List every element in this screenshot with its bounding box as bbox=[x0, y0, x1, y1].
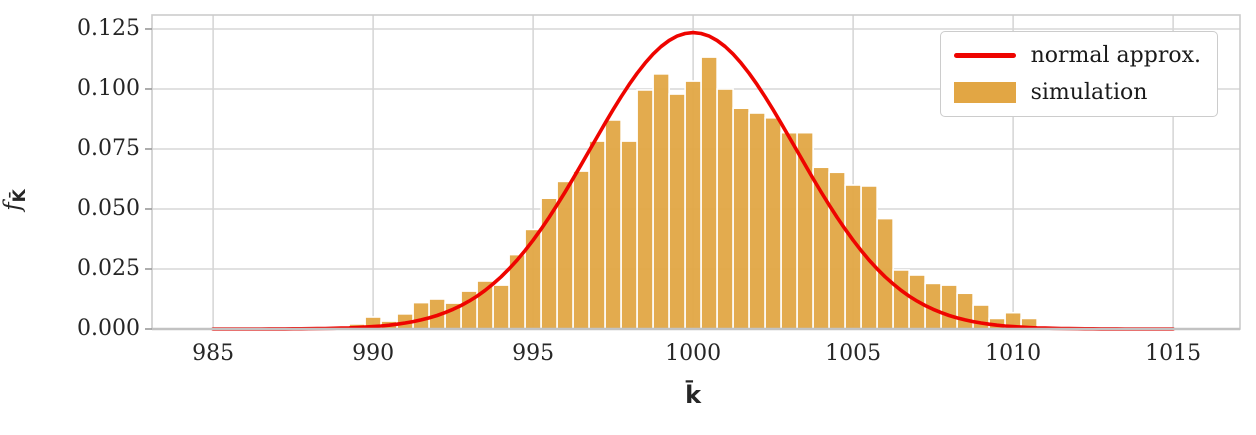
y-tick-label-0.075: 0.075 bbox=[77, 135, 140, 161]
histogram-bar bbox=[844, 184, 862, 330]
histogram-bar bbox=[588, 140, 606, 330]
x-tick-label-1000: 1000 bbox=[665, 341, 722, 366]
x-tick-label-995: 995 bbox=[512, 341, 555, 366]
y-axis-label-subscript: K̄ bbox=[9, 189, 30, 203]
x-tick-label-1015: 1015 bbox=[1145, 341, 1202, 366]
x-axis-label: k̄ bbox=[685, 381, 701, 409]
histogram-bar bbox=[956, 292, 974, 330]
legend-item-simulation: simulation bbox=[953, 79, 1201, 107]
histogram-bar bbox=[492, 284, 510, 330]
y-tick-label-0.125: 0.125 bbox=[77, 15, 140, 41]
histogram-bar bbox=[572, 170, 590, 330]
legend: normal approx. simulation bbox=[939, 31, 1218, 117]
histogram-bar bbox=[412, 301, 430, 330]
histogram-bar bbox=[524, 228, 542, 330]
histogram-bar bbox=[732, 107, 750, 330]
histogram-bar bbox=[748, 112, 766, 330]
x-tick-label-1010: 1010 bbox=[985, 341, 1042, 366]
histogram-bar bbox=[604, 119, 622, 330]
histogram-bar bbox=[620, 140, 638, 330]
histogram-bar bbox=[716, 88, 734, 330]
legend-line-swatch bbox=[953, 53, 1016, 59]
histogram-bar bbox=[668, 93, 686, 330]
histogram-bar bbox=[940, 284, 958, 330]
x-tick-label-1005: 1005 bbox=[825, 341, 882, 366]
histogram-bar bbox=[780, 131, 798, 330]
histogram-bar bbox=[892, 269, 910, 330]
histogram-bar bbox=[828, 171, 846, 330]
y-axis-label-f: f bbox=[0, 202, 26, 211]
x-tick-label-985: 985 bbox=[192, 341, 235, 366]
histogram-bar bbox=[764, 116, 782, 330]
x-tick-label-990: 990 bbox=[352, 341, 395, 366]
y-tick-label-0.025: 0.025 bbox=[77, 255, 140, 281]
y-tick-label-0.000: 0.000 bbox=[77, 316, 140, 341]
legend-label-normal-approx: normal approx. bbox=[1030, 43, 1201, 68]
normal-approx-curve bbox=[211, 30, 1175, 331]
legend-item-normal-approx: normal approx. bbox=[953, 42, 1201, 70]
legend-label-simulation: simulation bbox=[1030, 79, 1148, 105]
histogram-bar bbox=[876, 217, 894, 330]
x-axis-label-k: k̄ bbox=[685, 381, 702, 409]
histogram-bar bbox=[684, 80, 702, 330]
histogram-bar bbox=[636, 89, 654, 330]
histogram-bar bbox=[652, 73, 670, 330]
y-tick-label-0.100: 0.100 bbox=[77, 75, 140, 101]
histogram-bar bbox=[700, 56, 718, 330]
legend-patch-swatch bbox=[953, 81, 1016, 103]
y-axis-label: fK̄ bbox=[0, 189, 30, 211]
y-tick-label-0.050: 0.050 bbox=[77, 195, 140, 221]
